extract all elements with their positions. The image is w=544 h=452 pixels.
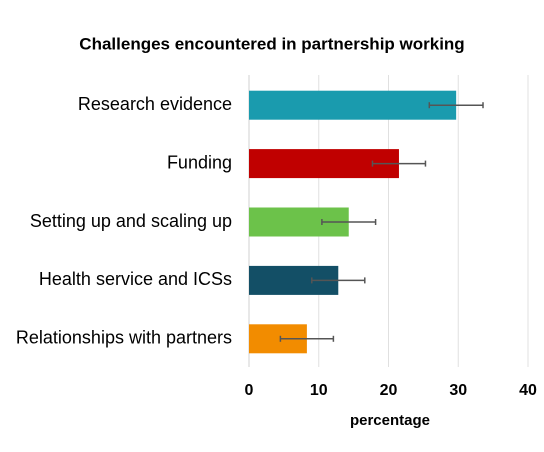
y-tick-label: Relationships with partners: [16, 328, 232, 348]
x-tick-label: 30: [449, 382, 467, 399]
x-axis-label: percentage: [350, 412, 430, 429]
x-tick-label: 40: [519, 382, 537, 399]
x-tick-label: 10: [310, 382, 328, 399]
y-tick-label: Setting up and scaling up: [30, 211, 232, 231]
bar: [249, 90, 457, 120]
x-tick-label: 20: [380, 382, 398, 399]
y-tick-label: Research evidence: [78, 94, 232, 114]
y-tick-label: Health service and ICSs: [39, 269, 232, 289]
chart-title: Challenges encountered in partnership wo…: [79, 34, 464, 53]
x-tick-label: 0: [245, 382, 254, 399]
y-tick-label: Funding: [167, 152, 232, 172]
